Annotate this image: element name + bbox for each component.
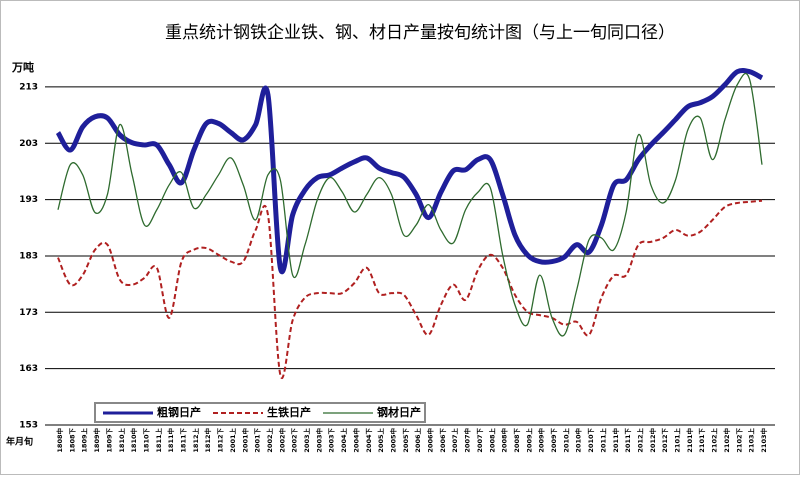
- x-tick-label: 2012下: [661, 428, 669, 453]
- x-tick-label: 1812中: [203, 428, 212, 453]
- x-tick-label: 2001中: [240, 428, 249, 453]
- x-tick-label: 2007下: [476, 428, 484, 453]
- x-tick-label: 1810下: [142, 428, 150, 453]
- legend-label: 粗钢日产: [157, 405, 201, 419]
- x-tick-label: 2102中: [722, 428, 731, 453]
- x-tick-label: 2009中: [537, 428, 546, 453]
- legend-label: 生铁日产: [267, 405, 311, 419]
- legend-box: [94, 402, 426, 423]
- x-axis-label: 年月旬: [6, 436, 33, 448]
- x-tick-label: 2002中: [277, 428, 286, 453]
- y-tick-label: 163: [19, 364, 38, 374]
- y-tick-label: 193: [19, 195, 38, 205]
- x-tick-label: 2006中: [426, 428, 435, 453]
- x-tick-label: 2010中: [574, 428, 583, 453]
- x-tick-label: 2011上: [598, 428, 607, 453]
- x-tick-label: 1808下: [68, 428, 76, 453]
- x-tick-label: 2011下: [624, 428, 632, 453]
- x-tick-label: 1809中: [92, 428, 101, 453]
- y-tick-label: 203: [19, 139, 38, 149]
- x-tick-label: 2003下: [328, 428, 336, 453]
- x-tick-label: 2008中: [500, 428, 509, 453]
- x-tick-label: 2007上: [450, 428, 459, 453]
- x-tick-label: 2002上: [265, 428, 274, 453]
- x-tick-label: 2004中: [351, 428, 360, 453]
- x-tick-label: 2012中: [648, 428, 657, 453]
- series-line: [55, 67, 764, 275]
- x-tick-label: 1811中: [166, 428, 175, 453]
- y-axis-label: 万吨: [11, 60, 34, 74]
- x-tick-label: 2102上: [710, 428, 719, 453]
- x-tick-label: 1809上: [80, 428, 89, 453]
- legend-label: 钢材日产: [377, 405, 421, 419]
- x-tick-label: 2003中: [314, 428, 323, 453]
- x-tick-label: 1811下: [180, 428, 188, 453]
- x-tick-label: 2008上: [487, 428, 496, 453]
- x-tick-label: 2004下: [365, 428, 373, 453]
- x-tick-label: 1812下: [217, 428, 225, 453]
- x-tick-label: 2005中: [388, 428, 397, 453]
- x-tick-label: 2009上: [524, 428, 533, 453]
- series-line: [57, 72, 763, 337]
- x-tick-label: 1811上: [154, 428, 163, 453]
- x-tick-label: 2011中: [611, 428, 620, 453]
- x-tick-label: 2101中: [685, 428, 694, 453]
- x-tick-label: 2006下: [439, 428, 447, 453]
- y-tick-label: 173: [19, 308, 38, 318]
- x-tick-label: 2101上: [673, 428, 682, 453]
- x-tick-label: 2103上: [747, 428, 756, 453]
- x-tick-label: 2001下: [254, 428, 262, 453]
- x-tick-label: 2009下: [550, 428, 558, 453]
- x-tick-label: 2002下: [291, 428, 299, 453]
- x-tick-label: 2010下: [587, 428, 595, 453]
- x-tick-label: 2007中: [463, 428, 472, 453]
- x-tick-label: 2102下: [735, 428, 743, 453]
- x-tick-label: 2001上: [228, 428, 237, 453]
- x-tick-label: 1812上: [191, 428, 200, 453]
- x-tick-label: 1810中: [129, 428, 138, 453]
- x-tick-label: 2010上: [561, 428, 570, 453]
- x-tick-label: 2101下: [698, 428, 706, 453]
- x-tick-label: 1810上: [117, 428, 126, 453]
- x-tick-label: 2005下: [402, 428, 410, 453]
- y-tick-label: 213: [19, 82, 38, 92]
- x-tick-label: 2006上: [413, 428, 422, 453]
- x-tick-label: 1809下: [105, 428, 113, 453]
- y-tick-label: 153: [19, 421, 38, 431]
- x-tick-label: 2012上: [635, 428, 644, 453]
- x-tick-label: 2103中: [759, 428, 768, 453]
- series-line: [57, 199, 763, 379]
- x-tick-label: 2003上: [302, 428, 311, 453]
- x-tick-label: 2008下: [513, 428, 521, 453]
- x-tick-label: 2004上: [339, 428, 348, 453]
- chart-title: 重点统计钢铁企业铁、钢、材日产量按旬统计图（与上一旬同口径）: [165, 23, 675, 43]
- x-tick-label: 2005上: [376, 428, 385, 453]
- y-tick-label: 183: [19, 251, 38, 261]
- x-tick-label: 1808中: [55, 428, 64, 453]
